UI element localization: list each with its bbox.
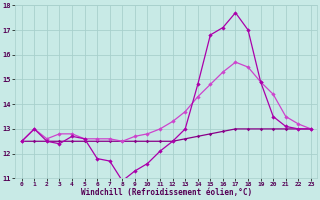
X-axis label: Windchill (Refroidissement éolien,°C): Windchill (Refroidissement éolien,°C) (81, 188, 252, 197)
